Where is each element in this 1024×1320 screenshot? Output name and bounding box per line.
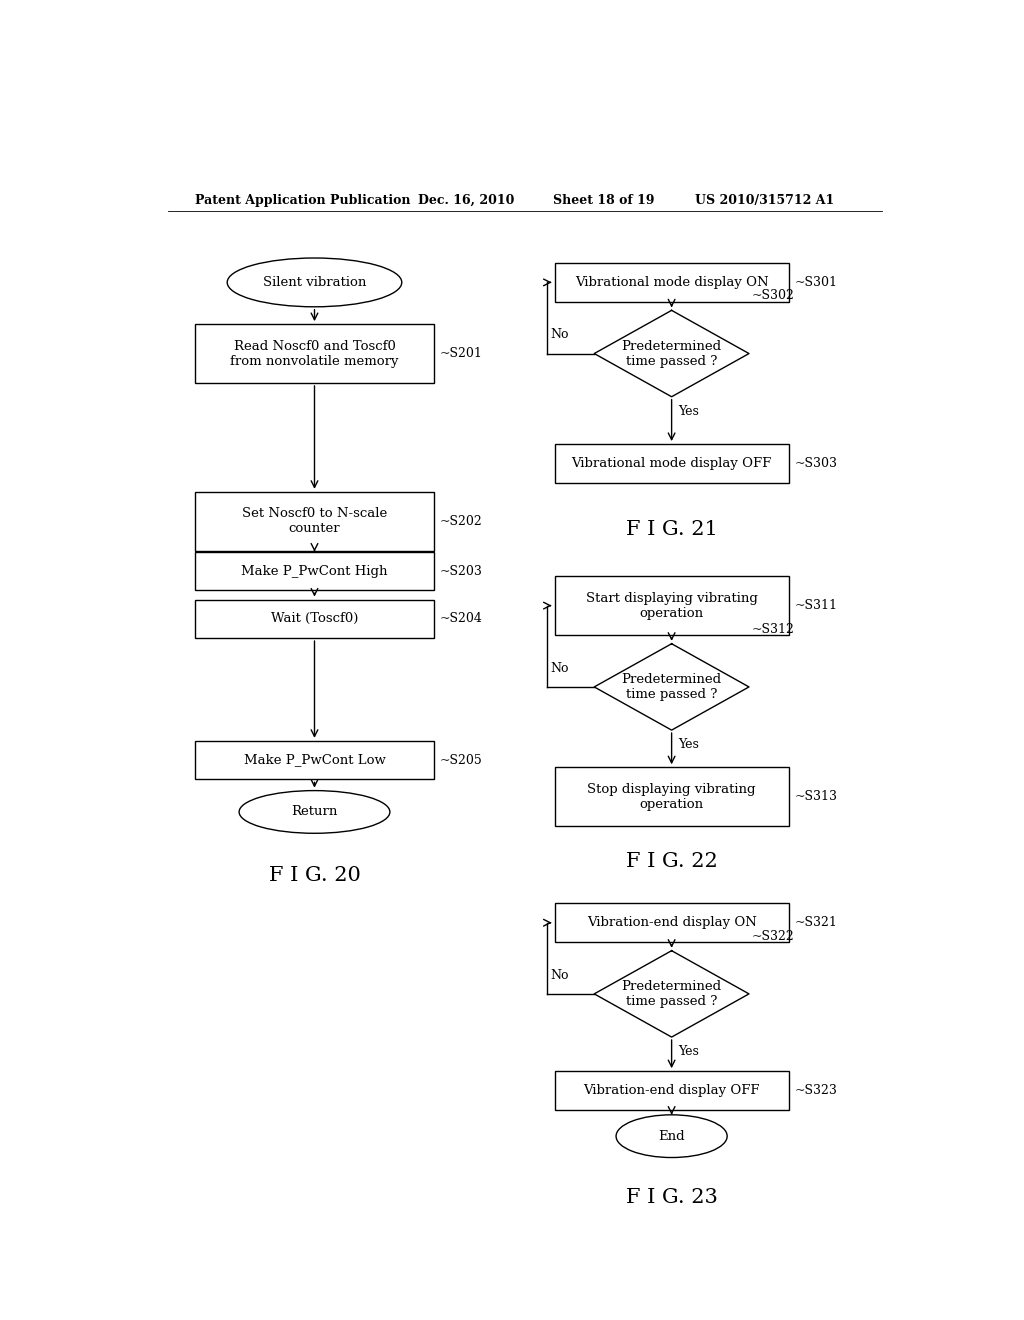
- FancyBboxPatch shape: [555, 1071, 788, 1110]
- FancyBboxPatch shape: [196, 741, 433, 779]
- Text: Make P_PwCont High: Make P_PwCont High: [242, 565, 388, 578]
- Text: Start displaying vibrating
operation: Start displaying vibrating operation: [586, 591, 758, 619]
- Text: Read Noscf0 and Toscf0
from nonvolatile memory: Read Noscf0 and Toscf0 from nonvolatile …: [230, 339, 398, 367]
- FancyBboxPatch shape: [196, 599, 433, 638]
- Text: ~S205: ~S205: [440, 754, 482, 767]
- Text: No: No: [551, 661, 569, 675]
- Text: ~S311: ~S311: [795, 599, 838, 612]
- Text: F I G. 23: F I G. 23: [626, 1188, 718, 1206]
- Text: F I G. 22: F I G. 22: [626, 853, 718, 871]
- Text: Predetermined
time passed ?: Predetermined time passed ?: [622, 339, 722, 367]
- Text: ~S312: ~S312: [752, 623, 795, 636]
- Text: ~S303: ~S303: [795, 457, 838, 470]
- Text: Silent vibration: Silent vibration: [263, 276, 367, 289]
- Text: Vibrational mode display ON: Vibrational mode display ON: [574, 276, 768, 289]
- Text: Dec. 16, 2010: Dec. 16, 2010: [418, 194, 514, 206]
- Text: Wait (Toscf0): Wait (Toscf0): [270, 612, 358, 626]
- Text: Make P_PwCont Low: Make P_PwCont Low: [244, 754, 385, 767]
- Text: ~S203: ~S203: [440, 565, 482, 578]
- Text: ~S204: ~S204: [440, 612, 482, 626]
- Text: F I G. 20: F I G. 20: [268, 866, 360, 886]
- FancyBboxPatch shape: [196, 492, 433, 550]
- Text: Stop displaying vibrating
operation: Stop displaying vibrating operation: [588, 783, 756, 810]
- FancyBboxPatch shape: [555, 263, 788, 302]
- Text: ~S302: ~S302: [752, 289, 795, 302]
- Text: No: No: [551, 969, 569, 982]
- Text: Patent Application Publication: Patent Application Publication: [196, 194, 411, 206]
- Polygon shape: [594, 310, 749, 397]
- Text: ~S323: ~S323: [795, 1084, 838, 1097]
- Ellipse shape: [616, 1115, 727, 1158]
- Text: ~S202: ~S202: [440, 515, 482, 528]
- Text: ~S322: ~S322: [752, 929, 795, 942]
- Text: Set Noscf0 to N-scale
counter: Set Noscf0 to N-scale counter: [242, 507, 387, 535]
- FancyBboxPatch shape: [196, 552, 433, 590]
- Ellipse shape: [239, 791, 390, 833]
- Text: Sheet 18 of 19: Sheet 18 of 19: [553, 194, 654, 206]
- Text: End: End: [658, 1130, 685, 1143]
- FancyBboxPatch shape: [555, 444, 788, 483]
- Text: Predetermined
time passed ?: Predetermined time passed ?: [622, 673, 722, 701]
- Polygon shape: [594, 950, 749, 1038]
- Text: ~S313: ~S313: [795, 791, 838, 803]
- FancyBboxPatch shape: [555, 576, 788, 635]
- FancyBboxPatch shape: [196, 325, 433, 383]
- Text: Yes: Yes: [678, 1045, 698, 1059]
- Text: ~S301: ~S301: [795, 276, 838, 289]
- Ellipse shape: [227, 257, 401, 306]
- Text: Vibrational mode display OFF: Vibrational mode display OFF: [571, 457, 772, 470]
- Text: ~S201: ~S201: [440, 347, 482, 360]
- FancyBboxPatch shape: [555, 767, 788, 826]
- Text: Predetermined
time passed ?: Predetermined time passed ?: [622, 979, 722, 1008]
- FancyBboxPatch shape: [555, 903, 788, 942]
- Text: Return: Return: [291, 805, 338, 818]
- Text: Yes: Yes: [678, 738, 698, 751]
- Text: F I G. 21: F I G. 21: [626, 520, 718, 539]
- Polygon shape: [594, 644, 749, 730]
- Text: ~S321: ~S321: [795, 916, 838, 929]
- Text: US 2010/315712 A1: US 2010/315712 A1: [695, 194, 835, 206]
- Text: Yes: Yes: [678, 405, 698, 418]
- Text: Vibration-end display ON: Vibration-end display ON: [587, 916, 757, 929]
- Text: Vibration-end display OFF: Vibration-end display OFF: [584, 1084, 760, 1097]
- Text: No: No: [551, 329, 569, 342]
